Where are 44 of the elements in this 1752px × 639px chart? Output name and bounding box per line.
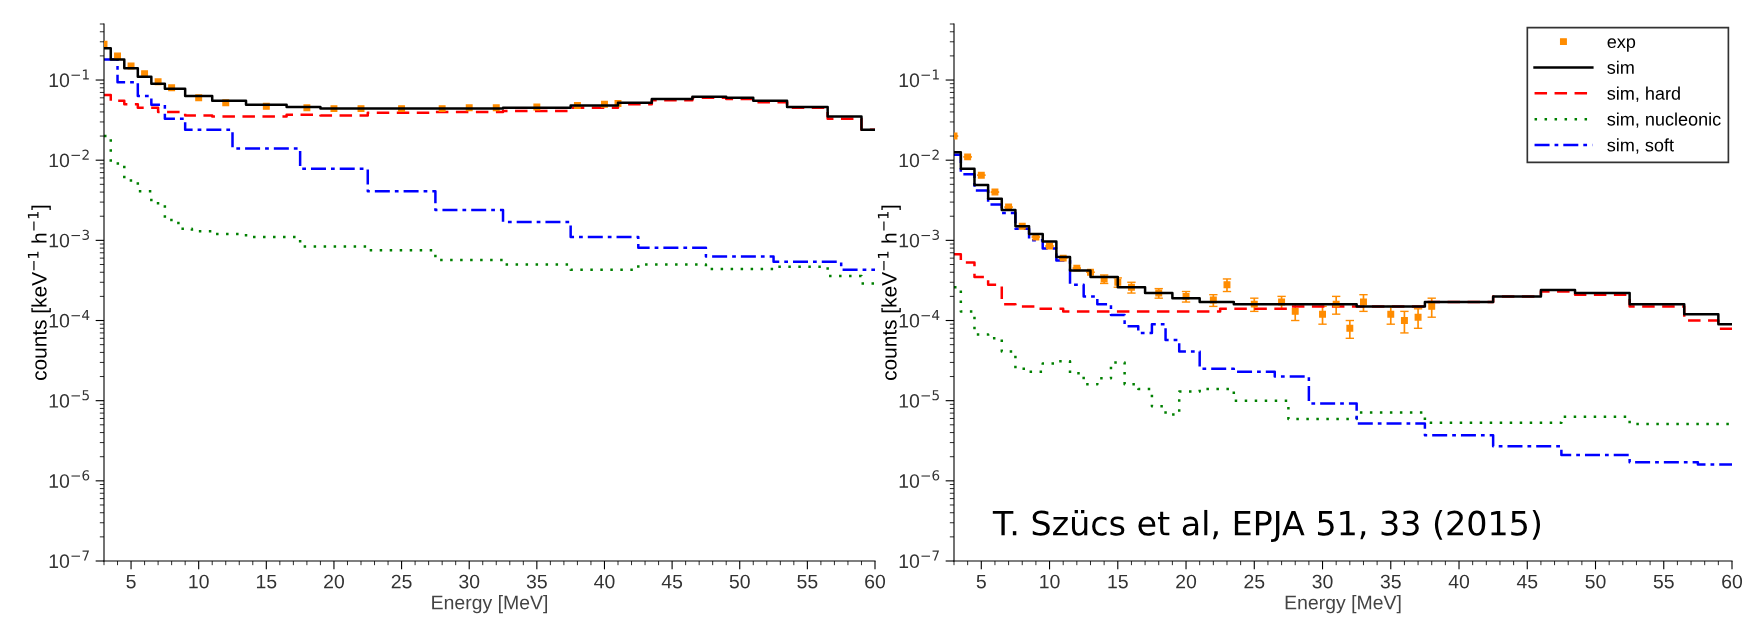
- x-tick-label: 55: [1653, 574, 1674, 589]
- x-tick-label: 25: [1244, 574, 1265, 589]
- y-tick-label: 10$^{−6}$: [49, 470, 90, 488]
- y-tick-label: 10$^{−5}$: [49, 390, 89, 408]
- x-tick-label: 20: [324, 574, 344, 589]
- y-tick-label: 10$^{−7}$: [899, 550, 939, 569]
- x-tick-label: 15: [256, 574, 277, 589]
- x-tick-label: 25: [391, 574, 412, 589]
- legend-label: sim, nucleonic: [1607, 112, 1721, 128]
- y-tick-label: 10$^{−1}$: [49, 69, 89, 88]
- x-tick-label: 40: [594, 574, 615, 589]
- x-axis-title: Energy [MeV]: [1285, 595, 1401, 614]
- x-tick-label: 45: [1516, 574, 1538, 589]
- x-tick-label: 5: [126, 574, 136, 589]
- x-tick-label: 10: [189, 574, 209, 589]
- x-tick-label: 30: [1312, 574, 1333, 589]
- x-tick-label: 60: [865, 574, 886, 589]
- x-tick-label: 60: [1722, 574, 1743, 589]
- y-tick-label: 10$^{−3}$: [899, 229, 940, 248]
- y-tick-label: 10$^{−7}$: [49, 550, 89, 569]
- y-tick-label: 10$^{−5}$: [899, 390, 939, 408]
- legend-label: sim, hard: [1607, 86, 1680, 102]
- annotation: T. Szücs et al, EPJA 51, 33 (2015): [992, 509, 1541, 542]
- x-tick-label: 55: [797, 574, 818, 589]
- y-tick-label: 10$^{−1}$: [899, 69, 939, 88]
- legend-label: sim: [1607, 60, 1634, 74]
- x-tick-label: 15: [1108, 574, 1128, 589]
- y-tick-label: 10$^{−3}$: [49, 229, 90, 248]
- x-axis-title: Energy [MeV]: [432, 595, 548, 614]
- x-tick-label: 10: [1040, 574, 1060, 589]
- x-tick-label: 50: [1585, 574, 1606, 589]
- y-tick-label: 10$^{−6}$: [899, 470, 940, 488]
- legend-label: sim, soft: [1607, 138, 1674, 154]
- legend-label: exp: [1607, 38, 1636, 52]
- x-tick-label: 45: [661, 574, 683, 589]
- y-tick-label: 10$^{−2}$: [899, 149, 939, 168]
- x-tick-label: 40: [1448, 574, 1470, 589]
- x-tick-label: 5: [976, 574, 986, 589]
- y-tick-label: 10$^{−2}$: [49, 149, 89, 168]
- x-tick-label: 30: [459, 574, 480, 589]
- x-tick-label: 35: [1380, 574, 1401, 589]
- x-tick-label: 50: [729, 574, 750, 589]
- x-tick-label: 20: [1176, 574, 1197, 589]
- x-tick-label: 35: [526, 574, 547, 589]
